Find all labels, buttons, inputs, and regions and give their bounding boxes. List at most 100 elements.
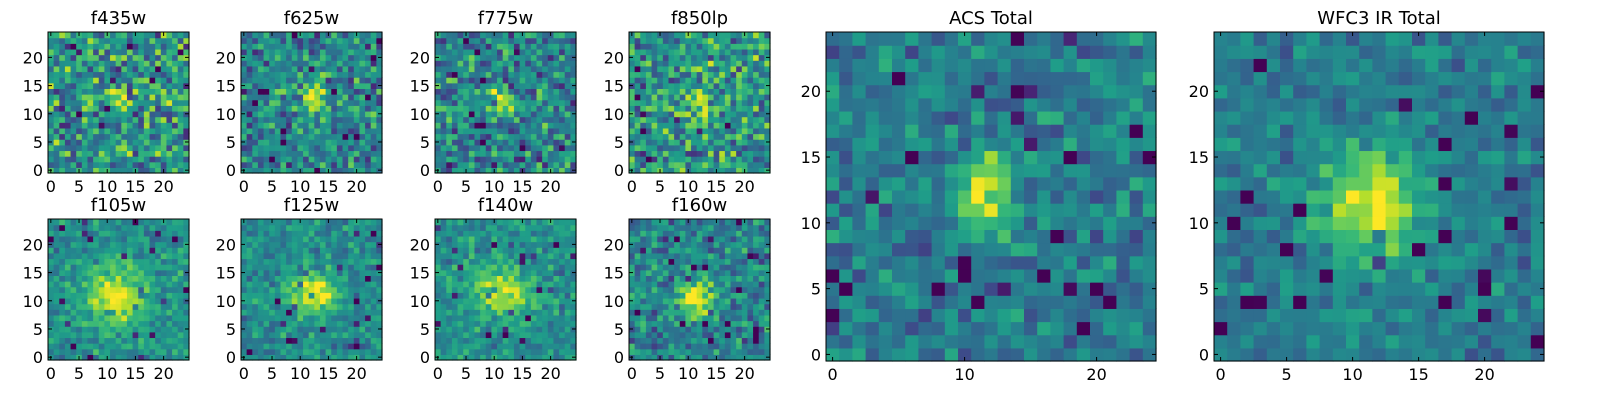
image-pixel	[696, 303, 703, 310]
image-pixel	[674, 269, 681, 276]
image-pixel	[662, 320, 670, 327]
image-pixel	[446, 230, 453, 237]
image-pixel	[679, 303, 686, 310]
image-pixel	[691, 133, 698, 140]
image-pixel	[126, 292, 134, 299]
image-pixel	[457, 286, 464, 293]
image-pixel	[513, 264, 521, 271]
image-pixel	[274, 77, 282, 84]
image-pixel	[331, 348, 338, 355]
image-pixel	[348, 150, 355, 157]
image-pixel	[280, 43, 287, 50]
image-pixel	[736, 32, 743, 39]
image-pixel	[547, 139, 555, 146]
image-pixel	[497, 219, 504, 226]
image-pixel	[468, 167, 476, 174]
image-pixel	[497, 144, 504, 152]
image-pixel	[104, 230, 111, 237]
image-pixel	[451, 309, 459, 316]
image-pixel	[553, 150, 560, 157]
image-pixel	[93, 161, 100, 168]
image-pixel	[110, 337, 117, 344]
image-pixel	[257, 77, 265, 84]
image-pixel	[121, 297, 128, 305]
image-pixel	[547, 337, 555, 344]
image-pixel	[121, 286, 128, 293]
image-pixel	[143, 167, 151, 174]
image-pixel	[468, 224, 476, 231]
image-pixel	[485, 82, 492, 89]
image-pixel	[59, 348, 66, 355]
image-pixel	[662, 269, 670, 276]
image-pixel	[758, 337, 765, 344]
image-pixel	[98, 167, 105, 174]
image-pixel	[183, 71, 190, 78]
image-pixel	[269, 127, 276, 135]
image-pixel	[691, 144, 698, 152]
image-pixel	[280, 144, 287, 152]
image-pixel	[104, 37, 111, 44]
image-pixel	[713, 337, 720, 344]
image-pixel	[491, 247, 498, 254]
image-pixel	[121, 281, 128, 288]
image-pixel	[342, 110, 349, 118]
image-pixel	[508, 54, 515, 61]
image-pixel	[657, 314, 664, 322]
image-pixel	[530, 241, 538, 248]
image-pixel	[59, 156, 66, 163]
image-pixel	[376, 60, 383, 67]
image-pixel	[297, 230, 304, 237]
image-pixel	[691, 37, 698, 44]
image-pixel	[747, 94, 754, 101]
image-pixel	[263, 348, 270, 355]
image-pixel	[702, 82, 709, 89]
image-pixel	[319, 354, 327, 361]
image-pixel	[110, 326, 117, 333]
image-pixel	[325, 88, 332, 95]
image-pixel	[53, 320, 60, 327]
image-pixel	[353, 43, 361, 50]
image-pixel	[502, 275, 509, 282]
image-pixel	[297, 314, 304, 322]
image-pixel	[668, 65, 675, 73]
image-pixel	[70, 82, 77, 89]
image-pixel	[440, 167, 447, 174]
image-pixel	[353, 326, 361, 333]
image-pixel	[365, 60, 372, 67]
image-pixel	[513, 320, 521, 327]
image-pixel	[707, 88, 715, 95]
image-pixel	[370, 37, 377, 44]
image-pixel	[59, 224, 66, 231]
image-pixel	[485, 286, 492, 293]
image-pixel	[53, 94, 60, 101]
image-pixel	[519, 326, 526, 333]
image-pixel	[53, 167, 60, 174]
image-pixel	[104, 48, 111, 56]
image-pixel	[536, 105, 543, 112]
image-pixel	[542, 258, 549, 265]
image-pixel	[87, 110, 94, 118]
image-pixel	[559, 275, 566, 282]
image-pixel	[741, 303, 749, 310]
image-pixel	[353, 156, 361, 163]
image-pixel	[126, 241, 134, 248]
image-pixel	[736, 275, 743, 282]
image-pixel	[87, 54, 94, 61]
image-pixel	[280, 139, 287, 146]
image-pixel	[263, 71, 270, 78]
y-tick-label: 10	[216, 292, 236, 311]
image-pixel	[87, 116, 94, 123]
image-pixel	[446, 348, 453, 355]
image-pixel	[110, 150, 117, 157]
image-pixel	[634, 281, 641, 288]
image-pixel	[269, 122, 276, 129]
image-pixel	[53, 43, 60, 50]
image-pixel	[691, 161, 698, 168]
image-pixel	[446, 43, 453, 50]
x-tick-label: 20	[346, 177, 366, 196]
image-pixel	[730, 326, 737, 333]
image-pixel	[508, 303, 515, 310]
image-pixel	[497, 94, 504, 101]
image-pixel	[286, 241, 293, 248]
image-pixel	[308, 82, 315, 89]
